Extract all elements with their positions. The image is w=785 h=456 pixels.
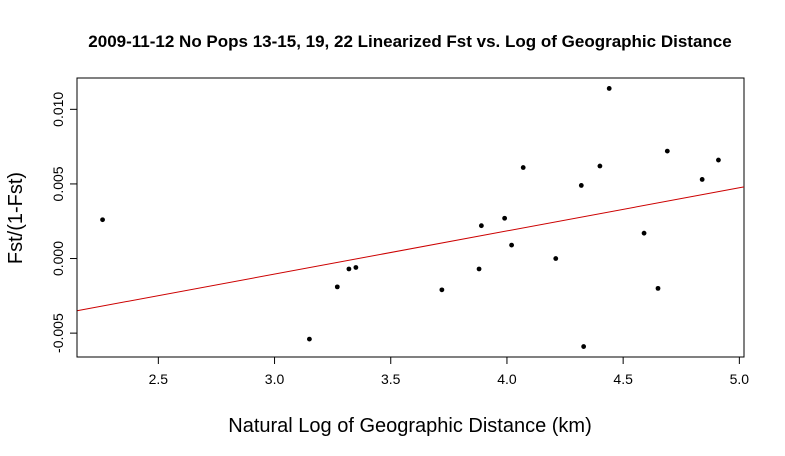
data-point (476, 266, 482, 272)
data-point (716, 157, 721, 163)
y-tick-label: 0.010 (50, 92, 66, 127)
x-tick-label: 3.0 (265, 371, 285, 387)
x-tick-label: 2.5 (149, 371, 169, 387)
plot-frame (76, 77, 745, 358)
data-point (655, 285, 661, 291)
data-point (502, 215, 508, 221)
data-point (334, 284, 340, 290)
data-point (581, 344, 587, 349)
data-point (346, 266, 352, 272)
data-point (553, 256, 559, 261)
data-point (520, 165, 526, 170)
data-point (699, 177, 705, 182)
data-point (509, 242, 514, 248)
regression-line-layer (76, 186, 745, 312)
data-point (439, 287, 445, 293)
data-point (597, 163, 603, 169)
data-point (578, 183, 584, 188)
x-tick-label: 3.5 (381, 371, 401, 387)
data-point (641, 230, 647, 236)
chart-title: 2009-11-12 No Pops 13-15, 19, 22 Lineari… (88, 32, 731, 51)
x-axis: 2.5 3.0 3.5 4.0 4.5 5.0 (149, 356, 750, 387)
x-tick-label: 5.0 (730, 371, 750, 387)
data-points-layer (100, 86, 721, 349)
regression-line (76, 186, 745, 312)
y-tick-label: 0.000 (50, 241, 66, 276)
data-point (307, 336, 312, 342)
x-tick-label: 4.5 (613, 371, 633, 387)
x-tick-label: 4.0 (497, 371, 517, 387)
y-axis-label: Fst/(1-Fst) (5, 172, 27, 264)
data-point (478, 223, 484, 229)
data-point (353, 265, 359, 270)
data-point (100, 217, 105, 223)
y-tick-label: -0.005 (50, 313, 66, 353)
data-point (664, 148, 670, 154)
data-point (606, 86, 612, 91)
x-axis-label: Natural Log of Geographic Distance (km) (228, 415, 592, 437)
y-axis: -0.005 0.000 0.005 0.010 (50, 92, 78, 353)
y-tick-label: 0.005 (50, 166, 66, 201)
